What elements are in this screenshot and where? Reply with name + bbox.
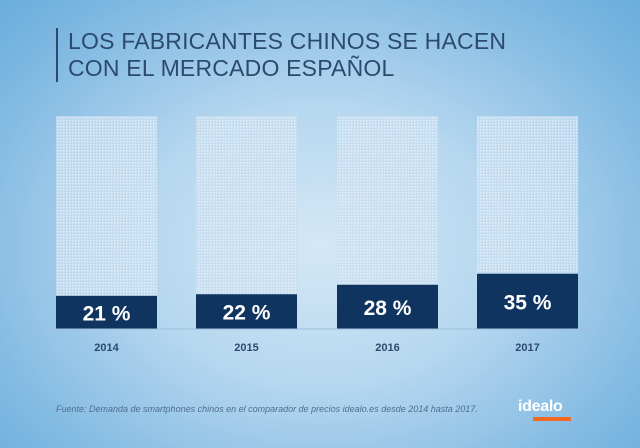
title-line-2: CON EL MERCADO ESPAÑOL: [68, 55, 395, 81]
x-tick-label-2017: 2017: [515, 342, 539, 354]
bar-2014: [56, 295, 157, 329]
background-column-2014: [56, 116, 157, 329]
background-column-2015: [196, 116, 297, 329]
x-tick-label-2014: 2014: [94, 342, 119, 354]
source-note: Fuente: Demanda de smartphones chinos en…: [56, 404, 478, 414]
chart-title: LOS FABRICANTES CHINOS SE HACEN CON EL M…: [56, 28, 506, 82]
bar-2016: [337, 284, 438, 329]
data-label-2014: 21 %: [83, 302, 131, 325]
data-label-2015: 22 %: [223, 302, 271, 325]
title-line-1: LOS FABRICANTES CHINOS SE HACEN: [68, 28, 507, 54]
bar-2015: [196, 294, 297, 329]
x-tick-label-2015: 2015: [234, 342, 258, 354]
x-tick-label-2016: 2016: [375, 342, 399, 354]
logo-underline-mark: [533, 417, 571, 421]
data-label-2017: 35 %: [504, 291, 552, 314]
bar-2017: [477, 273, 578, 329]
data-label-2016: 28 %: [364, 297, 412, 320]
idealo-logo: idealo: [518, 398, 563, 415]
